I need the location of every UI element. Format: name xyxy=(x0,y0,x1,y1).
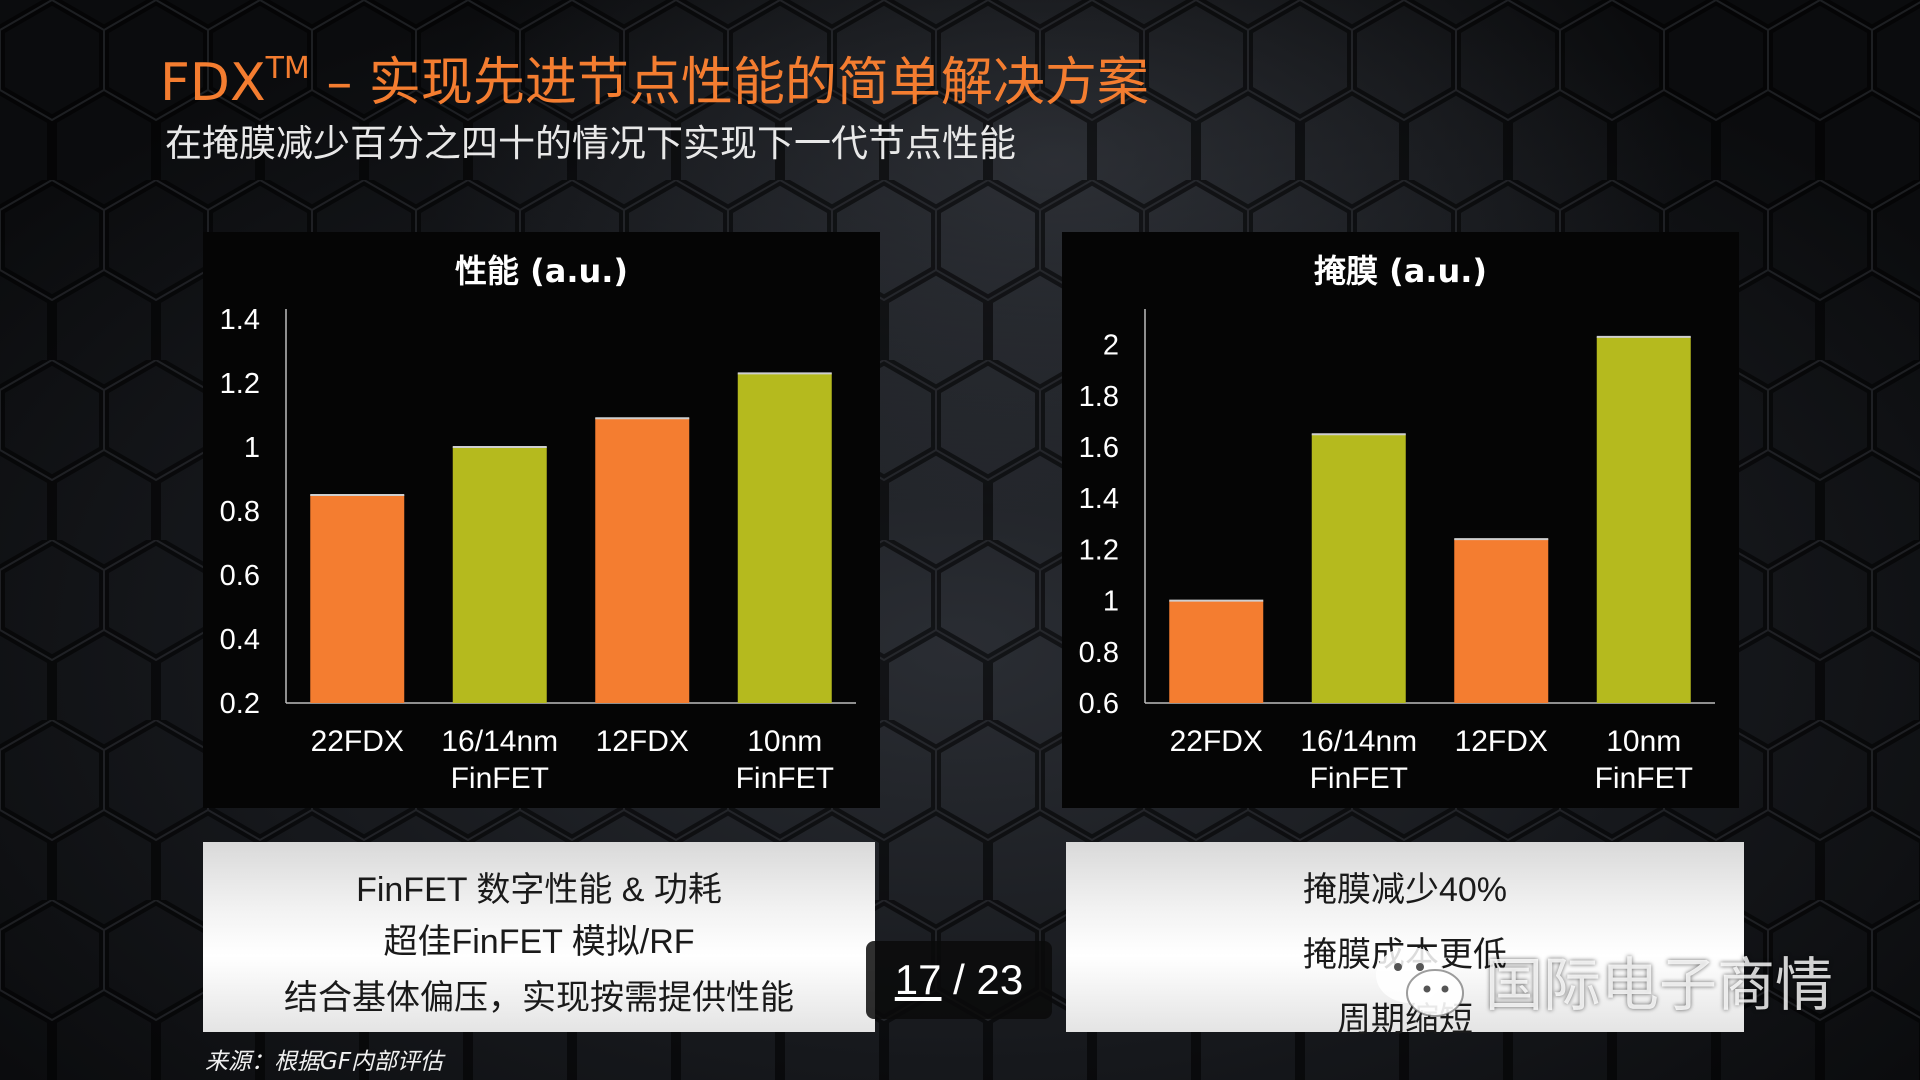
page-separator: / xyxy=(941,956,977,1003)
benefit-line: 超佳FinFET 模拟/RF xyxy=(383,923,695,961)
x-tick-label: 22FDX xyxy=(1170,725,1263,758)
watermark: 国际电子商情 xyxy=(1365,935,1865,1025)
benefit-line: 结合基体偏压，实现按需提供性能 xyxy=(284,979,794,1017)
x-tick-label: 12FDX xyxy=(596,725,689,758)
current-page[interactable]: 17 xyxy=(894,956,942,1003)
bar xyxy=(1311,434,1406,703)
y-tick-label: 1.6 xyxy=(1079,432,1119,464)
y-tick-label: 1.8 xyxy=(1079,381,1119,413)
wechat-icon xyxy=(1376,947,1464,1017)
mask-chart: 掩膜 (a.u.) 0.6 0.8 1 1.2 1.4 1.6 1.8 2 22FDX 16/14n… xyxy=(1079,252,1715,795)
y-tick-label: 0.6 xyxy=(220,560,260,592)
y-tick-label: 0.8 xyxy=(220,496,260,528)
y-tick-label: 2 xyxy=(1103,330,1119,362)
page-indicator[interactable]: 17 / 23 xyxy=(866,941,1052,1019)
y-tick-label: 1.4 xyxy=(1079,483,1119,515)
performance-benefits-box: FinFET 数字性能 & 功耗 超佳FinFET 模拟/RF 结合基体偏压，实… xyxy=(203,842,875,1032)
y-tick-label: 1 xyxy=(1103,586,1119,618)
x-tick-label: 10nm xyxy=(747,725,822,758)
bar xyxy=(1596,336,1691,703)
mask-chart-panel: 掩膜 (a.u.) 0.6 0.8 1 1.2 1.4 1.6 1.8 2 22FDX 16/14n… xyxy=(1062,232,1739,808)
bar xyxy=(1169,600,1264,703)
title-main: FDX xyxy=(160,53,266,113)
chart-title: 性能 (a.u.) xyxy=(455,252,628,290)
performance-chart: 性能 (a.u.) 0.2 0.4 0.6 0.8 1 1.2 1.4 22FDX 16/14nm… xyxy=(220,252,856,795)
y-tick-label: 0.4 xyxy=(220,624,260,656)
y-tick-label: 1.2 xyxy=(220,368,260,400)
bar xyxy=(452,447,547,703)
title-rest: – 实现先进节点性能的简单解决方案 xyxy=(309,53,1149,113)
x-tick-label: FinFET xyxy=(736,762,834,795)
benefit-line: FinFET 数字性能 & 功耗 xyxy=(356,871,722,909)
x-tick-label: 10nm xyxy=(1606,725,1681,758)
title-trademark: TM xyxy=(265,50,310,86)
total-pages: 23 xyxy=(976,956,1024,1003)
x-tick-label: 16/14nm xyxy=(1300,725,1417,758)
x-tick-label: 16/14nm xyxy=(441,725,558,758)
x-tick-label: FinFET xyxy=(451,762,549,795)
x-tick-label: FinFET xyxy=(1310,762,1408,795)
x-tick-label: 12FDX xyxy=(1455,725,1548,758)
bar xyxy=(737,373,832,703)
bar xyxy=(595,418,690,703)
y-tick-label: 0.6 xyxy=(1079,688,1119,720)
chart-title: 掩膜 (a.u.) xyxy=(1314,252,1487,290)
performance-chart-panel: 性能 (a.u.) 0.2 0.4 0.6 0.8 1 1.2 1.4 22FDX 16/14nm… xyxy=(203,232,880,808)
y-tick-label: 1.4 xyxy=(220,304,260,336)
bar xyxy=(1454,539,1549,703)
slide-subtitle: 在掩膜减少百分之四十的情况下实现下一代节点性能 xyxy=(165,122,1016,165)
y-tick-label: 1.2 xyxy=(1079,534,1119,566)
y-tick-label: 1 xyxy=(244,432,260,464)
watermark-text: 国际电子商情 xyxy=(1485,951,1834,1019)
source-note: 来源：根据GF内部评估 xyxy=(205,1049,444,1075)
benefit-line: 掩膜减少40% xyxy=(1302,871,1508,909)
y-tick-label: 0.8 xyxy=(1079,637,1119,669)
x-tick-label: 22FDX xyxy=(311,725,404,758)
slide-title: FDXTM – 实现先进节点性能的简单解决方案 xyxy=(160,40,1149,115)
y-tick-label: 0.2 xyxy=(220,688,260,720)
bar xyxy=(310,495,405,703)
x-tick-label: FinFET xyxy=(1595,762,1693,795)
